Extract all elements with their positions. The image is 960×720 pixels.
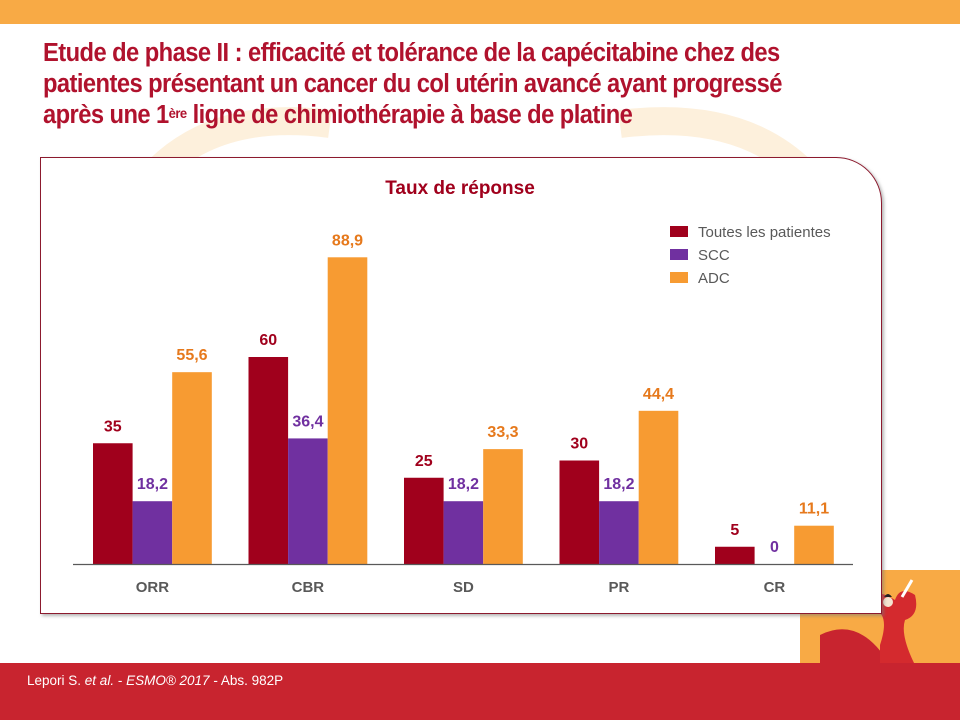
data-label: 0	[770, 539, 779, 556]
citation-author: Lepori S.	[27, 673, 85, 688]
data-label: 5	[730, 522, 739, 539]
citation-abstract: - Abs. 982P	[209, 673, 284, 688]
legend-label: SCC	[698, 247, 730, 264]
data-label: 25	[415, 453, 433, 470]
legend-label: ADC	[698, 270, 730, 287]
data-label: 18,2	[137, 476, 168, 493]
x-tick-label: SD	[453, 579, 474, 596]
x-tick-label: PR	[608, 579, 629, 596]
data-label: 88,9	[332, 232, 363, 249]
bar-pr-toutes-les-patientes	[559, 460, 600, 564]
data-label: 36,4	[292, 413, 323, 430]
bar-pr-adc	[638, 410, 679, 564]
data-label: 18,2	[603, 476, 634, 493]
top-accent-bar	[0, 0, 960, 24]
legend-swatch	[670, 249, 688, 260]
title-line-1: Etude de phase II : efficacité et toléra…	[43, 39, 780, 67]
bar-cbr-adc	[327, 257, 368, 564]
data-label: 30	[570, 436, 588, 453]
title-line-3-pre: après une 1	[43, 101, 169, 129]
data-label: 55,6	[176, 347, 207, 364]
citation-congress: ESMO® 2017	[126, 673, 210, 688]
bar-cr-adc	[794, 525, 834, 564]
title-line-2: patientes présentant un cancer du col ut…	[43, 70, 782, 98]
title-line-3: après une 1ère ligne de chimiothérapie à…	[43, 100, 880, 131]
bar-cbr-toutes-les-patientes	[248, 357, 289, 564]
footer-bar: Lepori S. et al. - ESMO® 2017 - Abs. 982…	[0, 663, 960, 720]
bar-sd-scc	[443, 501, 484, 564]
bar-sd-toutes-les-patientes	[404, 477, 444, 564]
citation-separator: -	[114, 673, 127, 688]
bar-cr-toutes-les-patientes	[715, 546, 755, 564]
title-line-3-post: ligne de chimiothérapie à base de platin…	[186, 101, 633, 129]
bar-sd-adc	[483, 449, 523, 564]
x-tick-label: ORR	[136, 579, 170, 596]
bar-orr-adc	[172, 372, 212, 564]
bar-orr-toutes-les-patientes	[93, 443, 133, 564]
data-label: 11,1	[799, 501, 829, 518]
bar-pr-scc	[599, 501, 639, 564]
citation-etal: et al.	[84, 673, 115, 688]
data-label: 18,2	[448, 476, 479, 493]
legend-label: Toutes les patientes	[698, 224, 831, 241]
legend-swatch	[670, 226, 688, 237]
legend-swatch	[670, 272, 688, 283]
x-tick-label: CBR	[292, 579, 325, 596]
citation: Lepori S. et al. - ESMO® 2017 - Abs. 982…	[27, 673, 283, 688]
data-label: 60	[259, 332, 277, 349]
data-label: 44,4	[643, 386, 674, 403]
chart-title: Taux de réponse	[385, 178, 535, 199]
data-label: 33,3	[487, 424, 518, 441]
bar-orr-scc	[132, 501, 173, 564]
legend: Toutes les patientes SCC ADC	[670, 224, 831, 287]
data-label: 35	[104, 418, 122, 435]
bar-cbr-scc	[288, 438, 328, 564]
x-tick-label: CR	[764, 579, 786, 596]
slide-title: Etude de phase II : efficacité et toléra…	[43, 38, 880, 131]
title-superscript: ère	[168, 105, 187, 121]
